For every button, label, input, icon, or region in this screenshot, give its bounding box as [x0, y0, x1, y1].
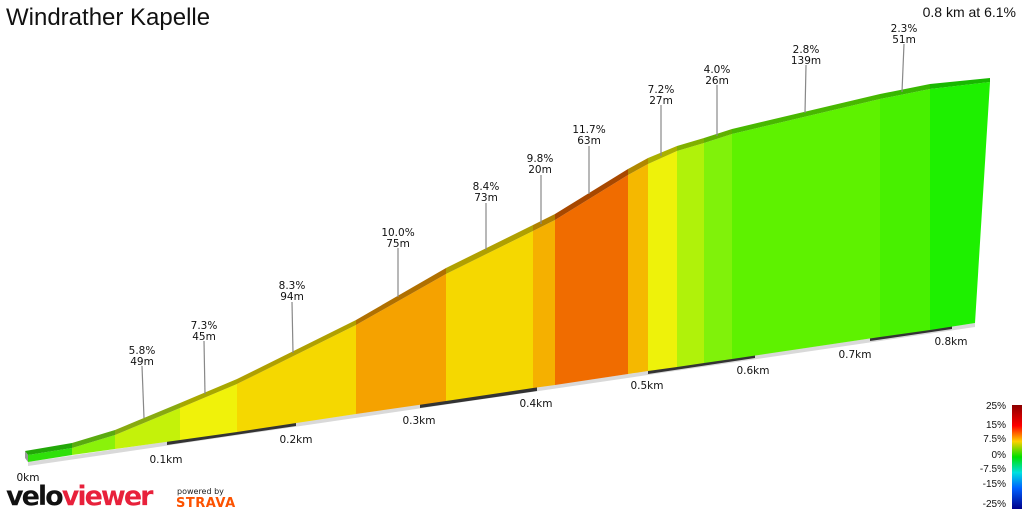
x-tick: 0km — [17, 472, 40, 484]
segment-callout-lines — [141, 43, 905, 419]
x-tick: 0.1km — [149, 454, 182, 466]
legend-label: 0% — [992, 450, 1007, 461]
legend-label: -25% — [983, 499, 1006, 510]
segment-length: 139m — [791, 55, 821, 67]
segment-gradient: 11.7% — [572, 124, 605, 136]
segment-gradient: 10.0% — [381, 227, 414, 239]
legend-label: -7.5% — [980, 464, 1006, 475]
legend-color-bar — [1012, 405, 1022, 509]
gradient-segments — [28, 82, 990, 462]
legend-label: -15% — [983, 479, 1006, 490]
legend-label: 7.5% — [983, 434, 1006, 445]
segment-gradient: 9.8% — [527, 153, 554, 165]
segment-gradient: 5.8% — [129, 345, 156, 357]
segment-callouts: 5.8% 49m 7.3% 45m 8.3% 94m 10.0% 75m 8.4… — [129, 23, 918, 368]
segment-length: 94m — [280, 291, 304, 303]
logo-viewer: viewer — [61, 481, 154, 512]
x-tick: 0.7km — [838, 349, 871, 361]
x-tick: 0.5km — [630, 380, 663, 392]
segment-gradient: 2.8% — [793, 44, 820, 56]
segment-gradient: 4.0% — [704, 64, 731, 76]
segment-length: 51m — [892, 34, 916, 46]
powered-by-text: powered by — [177, 487, 224, 496]
climb-summary: 0.8 km at 6.1% — [922, 4, 1016, 20]
segment-length: 27m — [649, 95, 673, 107]
segment-length: 20m — [528, 164, 552, 176]
veloviewer-logo[interactable]: veloviewer — [6, 481, 154, 512]
x-tick: 0.6km — [736, 365, 769, 377]
segment-length: 26m — [705, 75, 729, 87]
segment-gradient: 7.2% — [648, 84, 675, 96]
logo-velo: velo — [6, 481, 64, 512]
x-tick: 0.8km — [934, 336, 967, 348]
segment-length: 63m — [577, 135, 601, 147]
segment-length: 75m — [386, 238, 410, 250]
x-tick: 0.3km — [402, 415, 435, 427]
page-title: Windrather Kapelle — [6, 4, 211, 31]
legend-label: 15% — [986, 420, 1006, 431]
segment-gradient: 8.4% — [473, 181, 500, 193]
segment-length: 49m — [130, 356, 154, 368]
strava-logo[interactable]: STRAVA — [176, 496, 236, 511]
x-tick: 0.2km — [279, 434, 312, 446]
profile-ridge — [25, 78, 990, 462]
segment-length: 73m — [474, 192, 498, 204]
segment-gradient: 2.3% — [891, 23, 918, 35]
x-tick: 0.4km — [519, 398, 552, 410]
segment-gradient: 8.3% — [279, 280, 306, 292]
segment-length: 45m — [192, 331, 216, 343]
legend-label: 25% — [986, 401, 1006, 412]
gradient-legend: 25% 15% 7.5% 0% -7.5% -15% -25% — [980, 401, 1022, 510]
segment-gradient: 7.3% — [191, 320, 218, 332]
x-axis-labels: 0km 0.1km 0.2km 0.3km 0.4km 0.5km 0.6km … — [17, 336, 968, 484]
